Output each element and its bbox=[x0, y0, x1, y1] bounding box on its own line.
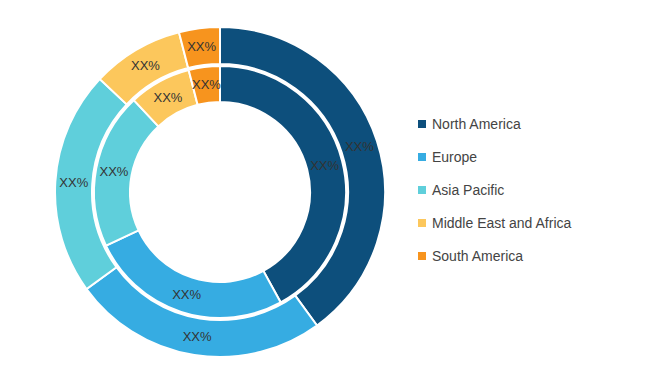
rings bbox=[55, 27, 385, 357]
ring-slice bbox=[179, 27, 220, 68]
data-label: XX% bbox=[192, 77, 221, 92]
legend-swatch bbox=[418, 186, 426, 194]
ring-slice bbox=[55, 79, 127, 289]
ring-slice bbox=[220, 27, 385, 325]
chart: XX% XX% XX% XX% XX% XX% XX% XX% XX% XX% North Amer… bbox=[0, 0, 664, 388]
data-label: XX% bbox=[99, 164, 128, 179]
legend-label: North America bbox=[432, 116, 521, 132]
data-label: XX% bbox=[183, 329, 212, 344]
data-label: XX% bbox=[172, 287, 201, 302]
legend-label: Asia Pacific bbox=[432, 182, 504, 198]
legend-swatch bbox=[418, 252, 426, 260]
data-label: XX% bbox=[131, 58, 160, 73]
data-label: XX% bbox=[345, 139, 374, 154]
legend-label: Europe bbox=[432, 149, 477, 165]
legend-item: North America bbox=[418, 116, 521, 132]
data-label: XX% bbox=[59, 175, 88, 190]
legend-label: South America bbox=[432, 248, 523, 264]
ring-slice bbox=[100, 32, 188, 104]
legend-item: South America bbox=[418, 248, 523, 264]
data-label: XX% bbox=[187, 39, 216, 54]
data-labels: XX% XX% XX% XX% XX% XX% XX% XX% XX% XX% bbox=[59, 39, 374, 344]
legend-item: Asia Pacific bbox=[418, 182, 504, 198]
data-label: XX% bbox=[154, 90, 183, 105]
legend-item: Middle East and Africa bbox=[418, 215, 572, 231]
legend-swatch bbox=[418, 153, 426, 161]
legend: North America Europe Asia Pacific Middle Ea… bbox=[418, 116, 572, 264]
legend-swatch bbox=[418, 219, 426, 227]
ring-slice bbox=[87, 267, 317, 357]
data-label: XX% bbox=[310, 158, 339, 173]
legend-swatch bbox=[418, 120, 426, 128]
legend-label: Middle East and Africa bbox=[432, 215, 572, 231]
legend-item: Europe bbox=[418, 149, 477, 165]
